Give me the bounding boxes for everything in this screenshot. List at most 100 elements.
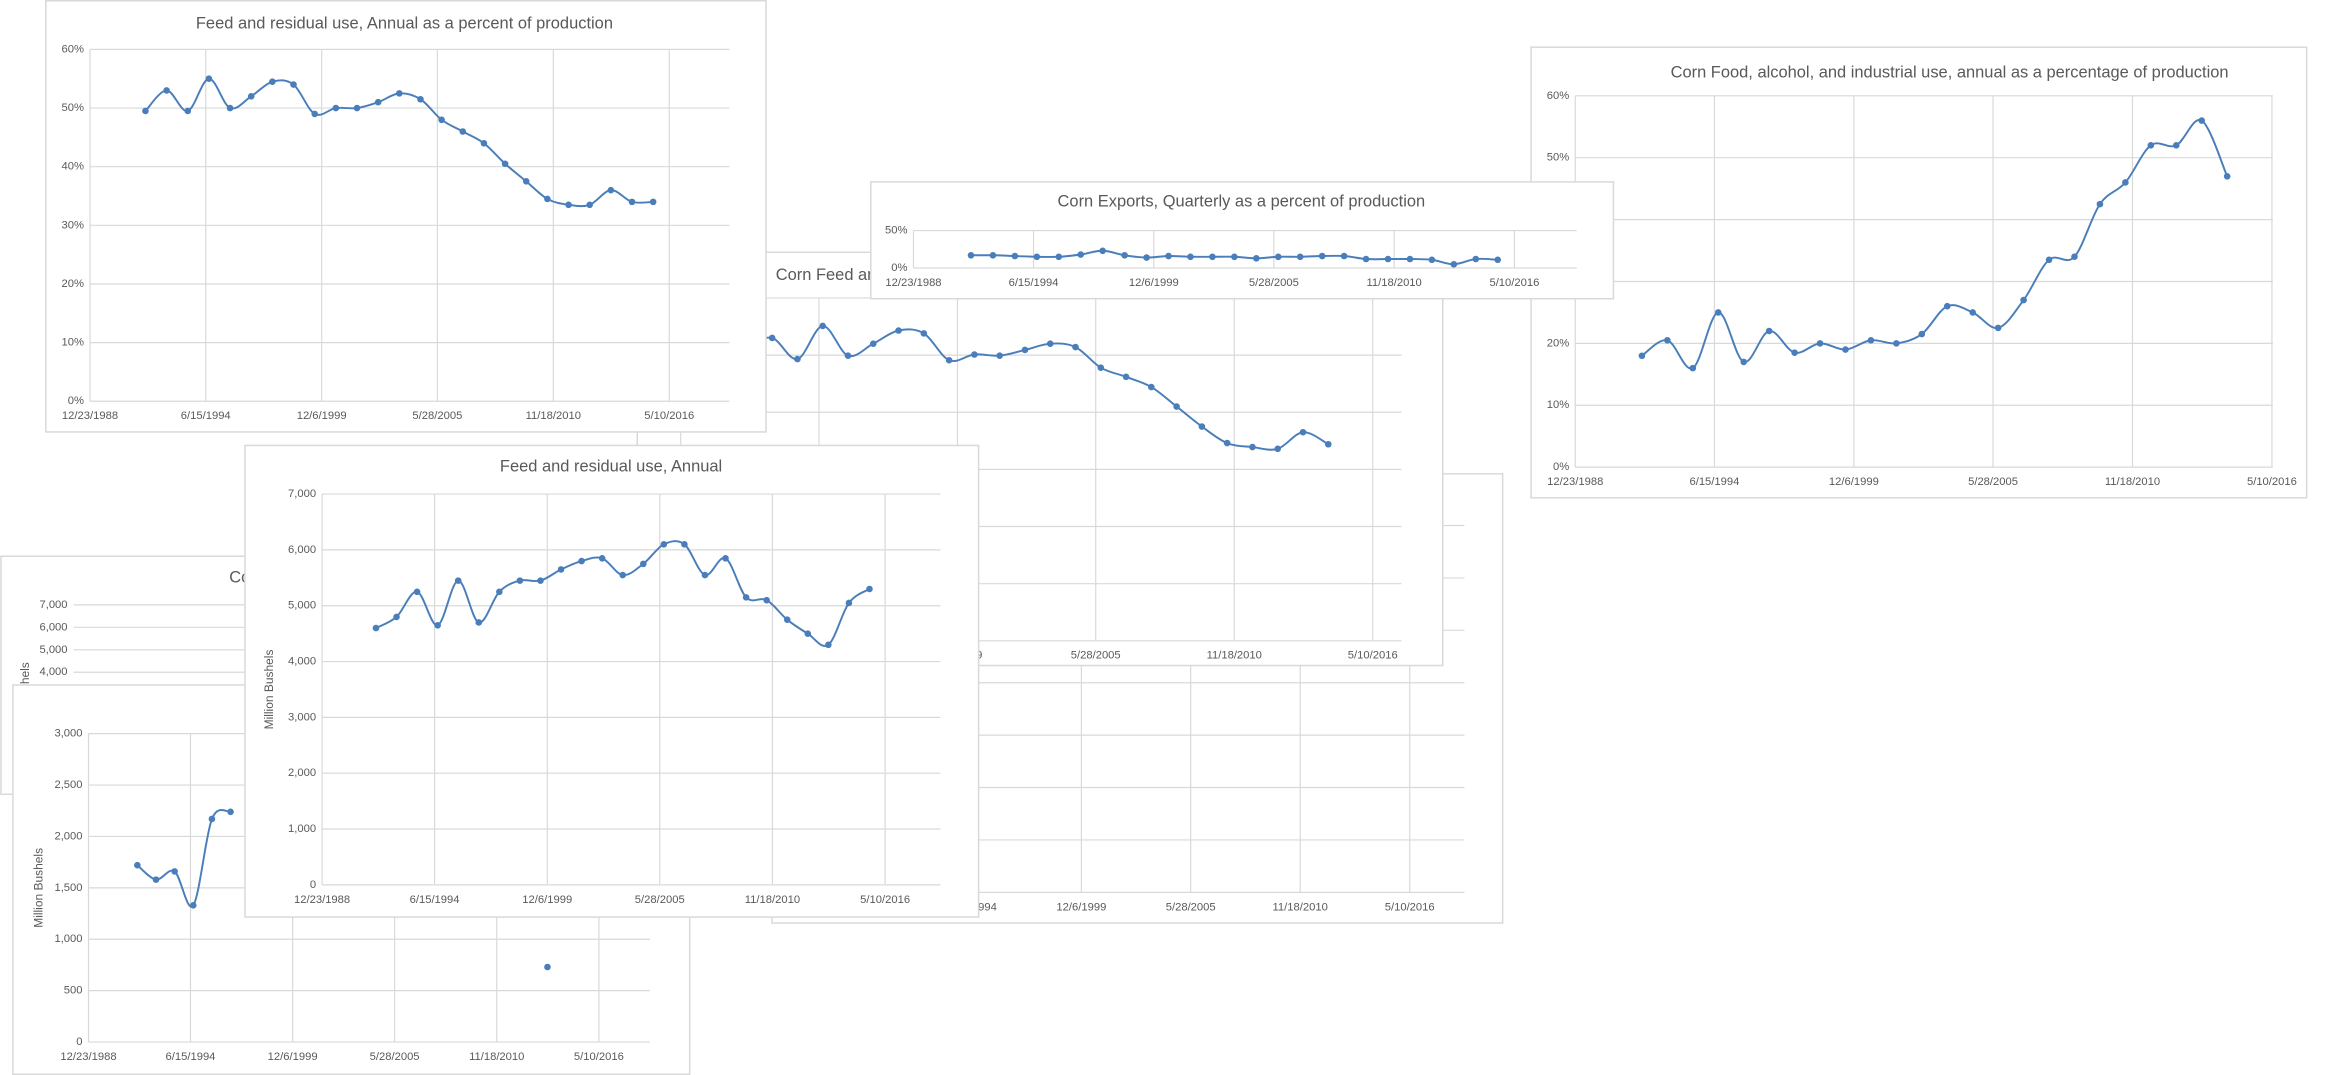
data-point [557, 566, 565, 573]
data-point [171, 868, 178, 875]
data-point [1867, 336, 1875, 344]
y-tick-label: 1,000 [288, 823, 316, 835]
data-point [1842, 346, 1849, 353]
data-point [1969, 309, 1976, 316]
data-point [434, 621, 441, 629]
x-tick-label: 12/23/1988 [885, 277, 941, 289]
data-point [1173, 403, 1180, 410]
data-point [226, 104, 234, 112]
x-tick-label: 5/28/2005 [1166, 901, 1216, 913]
data-point [247, 93, 255, 100]
x-tick-label: 12/6/1999 [1829, 476, 1879, 488]
y-tick-label: 2,500 [54, 779, 82, 791]
data-point [1324, 440, 1332, 448]
data-point [1943, 302, 1951, 310]
y-tick-label: 0% [68, 395, 84, 407]
data-point [1072, 343, 1079, 351]
data-point [189, 902, 197, 909]
data-point [1893, 340, 1900, 347]
x-tick-label: 12/6/1999 [1129, 277, 1179, 289]
x-tick-label: 6/15/1994 [1689, 476, 1739, 488]
y-tick-label: 1,000 [54, 933, 82, 945]
data-point [1209, 253, 1216, 261]
data-point [1021, 346, 1029, 354]
data-point [804, 630, 812, 637]
data-point [311, 110, 318, 118]
x-tick-label: 5/28/2005 [1249, 277, 1299, 289]
chart-panel [45, 0, 767, 433]
data-point [578, 557, 585, 565]
chart-title: Feed and residual use, Annual [500, 457, 722, 475]
y-tick-label: 10% [62, 337, 84, 349]
y-tick-label: 0% [891, 262, 907, 274]
data-point [869, 340, 877, 347]
x-tick-label: 5/28/2005 [1968, 476, 2018, 488]
data-point [1384, 255, 1392, 263]
y-tick-label: 5,000 [39, 644, 67, 656]
data-point [598, 554, 606, 562]
x-tick-label: 5/10/2016 [574, 1051, 624, 1063]
data-point [2147, 142, 2155, 149]
data-point [844, 352, 852, 359]
data-point [134, 861, 141, 869]
x-tick-label: 5/10/2016 [860, 894, 910, 906]
data-point [1249, 443, 1256, 451]
data-point [1033, 253, 1041, 261]
data-point [1714, 309, 1722, 316]
data-point [372, 624, 380, 632]
data-point [208, 815, 216, 823]
y-tick-label: 0 [76, 1036, 82, 1048]
data-point [1994, 324, 2002, 332]
data-point [396, 90, 403, 97]
data-point [332, 104, 340, 112]
x-tick-label: 5/28/2005 [412, 410, 462, 422]
data-point [544, 195, 551, 203]
data-point [1011, 252, 1019, 260]
chart: 0% 50% 12/23/1988 6/15/1994 12/6/1999 5/28/20… [870, 181, 1615, 300]
data-point [701, 571, 709, 579]
data-point [639, 560, 647, 568]
data-point [1122, 373, 1130, 381]
data-point [480, 139, 488, 147]
data-point [794, 355, 801, 363]
data-point [142, 107, 149, 115]
data-point [1299, 428, 1307, 436]
y-tick-label: 7,000 [39, 599, 67, 611]
data-point [1055, 253, 1063, 261]
data-point [996, 352, 1003, 359]
data-point [413, 588, 421, 596]
y-tick-label: 7,000 [288, 488, 316, 500]
data-point [920, 330, 928, 337]
x-tick-label: 6/15/1994 [166, 1051, 216, 1063]
data-point [586, 201, 593, 209]
data-point [1274, 253, 1282, 261]
data-point [227, 808, 234, 816]
data-point [619, 571, 627, 579]
data-point [1362, 255, 1370, 263]
data-point [722, 554, 729, 562]
data-point [454, 577, 462, 584]
y-tick-label: 2,000 [288, 767, 316, 779]
data-point [544, 963, 551, 971]
data-point [2020, 296, 2027, 304]
data-point [2223, 172, 2231, 180]
data-point [783, 616, 791, 623]
data-point [2096, 200, 2104, 208]
x-tick-label: 11/18/2010 [1273, 901, 1328, 913]
chart-title: Corn Feed an [776, 266, 877, 284]
data-point [649, 198, 657, 206]
data-point [1097, 364, 1105, 371]
data-point [1165, 252, 1172, 260]
data-point [845, 599, 853, 607]
data-point [1816, 340, 1824, 347]
data-point [1450, 260, 1458, 268]
y-tick-label: 500 [64, 985, 83, 997]
data-point [866, 585, 873, 593]
x-tick-label: 11/18/2010 [526, 410, 581, 422]
data-point [1791, 349, 1798, 356]
y-tick-label: 6,000 [39, 621, 67, 633]
data-point [2122, 179, 2129, 186]
data-point [565, 201, 572, 209]
x-tick-label: 11/18/2010 [469, 1051, 524, 1063]
x-tick-label: 12/6/1999 [297, 410, 347, 422]
